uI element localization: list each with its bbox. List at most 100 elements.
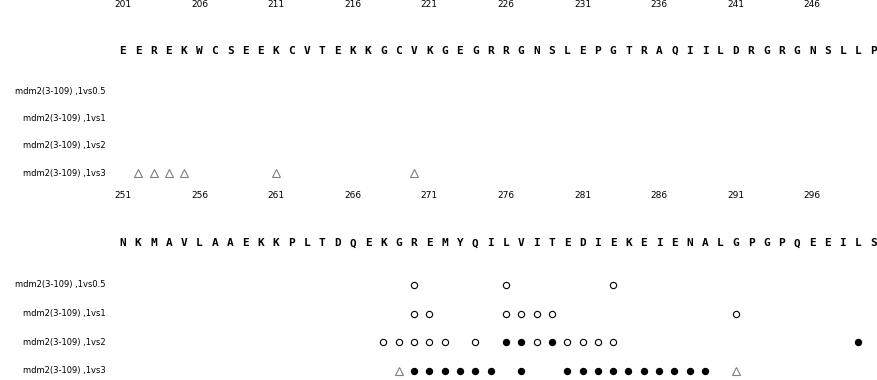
Text: R: R xyxy=(747,46,753,56)
Text: P: P xyxy=(594,46,601,56)
Text: I: I xyxy=(701,46,708,56)
Text: Y: Y xyxy=(456,238,463,248)
Text: mdm2(3-109) ,1vs2: mdm2(3-109) ,1vs2 xyxy=(23,337,105,347)
Text: L: L xyxy=(854,46,860,56)
Text: Q: Q xyxy=(471,238,478,248)
Text: 236: 236 xyxy=(650,0,667,9)
Text: V: V xyxy=(303,46,310,56)
Text: V: V xyxy=(181,238,188,248)
Text: 216: 216 xyxy=(344,0,360,9)
Text: N: N xyxy=(686,238,692,248)
Text: N: N xyxy=(532,46,539,56)
Text: P: P xyxy=(777,238,784,248)
Text: I: I xyxy=(594,238,601,248)
Text: 261: 261 xyxy=(267,190,284,200)
Text: 276: 276 xyxy=(496,190,514,200)
Text: E: E xyxy=(808,238,815,248)
Text: mdm2(3-109) ,1vs0.5: mdm2(3-109) ,1vs0.5 xyxy=(15,280,105,290)
Text: mdm2(3-109) ,1vs0.5: mdm2(3-109) ,1vs0.5 xyxy=(15,87,105,96)
Text: K: K xyxy=(273,46,279,56)
Text: A: A xyxy=(655,46,662,56)
Text: D: D xyxy=(333,238,340,248)
Text: 241: 241 xyxy=(726,0,744,9)
Text: S: S xyxy=(869,238,876,248)
Text: 266: 266 xyxy=(344,190,360,200)
Text: E: E xyxy=(456,46,463,56)
Text: E: E xyxy=(119,46,126,56)
Text: A: A xyxy=(226,238,233,248)
Text: L: L xyxy=(502,238,509,248)
Text: I: I xyxy=(655,238,662,248)
Text: K: K xyxy=(349,46,356,56)
Text: K: K xyxy=(380,238,386,248)
Text: E: E xyxy=(257,46,264,56)
Text: V: V xyxy=(410,46,417,56)
Text: L: L xyxy=(196,238,203,248)
Text: G: G xyxy=(471,46,478,56)
Text: A: A xyxy=(166,238,172,248)
Text: C: C xyxy=(211,46,218,56)
Text: Q: Q xyxy=(670,46,677,56)
Text: 281: 281 xyxy=(574,190,590,200)
Text: R: R xyxy=(150,46,157,56)
Text: 201: 201 xyxy=(114,0,132,9)
Text: E: E xyxy=(563,238,570,248)
Text: mdm2(3-109) ,1vs3: mdm2(3-109) ,1vs3 xyxy=(23,366,105,375)
Text: R: R xyxy=(777,46,784,56)
Text: E: E xyxy=(639,238,646,248)
Text: 256: 256 xyxy=(190,190,208,200)
Text: E: E xyxy=(579,46,585,56)
Text: 296: 296 xyxy=(802,190,820,200)
Text: S: S xyxy=(226,46,233,56)
Text: 226: 226 xyxy=(497,0,514,9)
Text: K: K xyxy=(181,46,188,56)
Text: T: T xyxy=(318,46,325,56)
Text: S: S xyxy=(548,46,554,56)
Text: L: L xyxy=(854,238,860,248)
Text: E: E xyxy=(670,238,677,248)
Text: 291: 291 xyxy=(726,190,744,200)
Text: mdm2(3-109) ,1vs3: mdm2(3-109) ,1vs3 xyxy=(23,169,105,178)
Text: D: D xyxy=(579,238,585,248)
Text: R: R xyxy=(502,46,509,56)
Text: S: S xyxy=(824,46,830,56)
Text: M: M xyxy=(150,238,157,248)
Text: E: E xyxy=(610,238,616,248)
Text: K: K xyxy=(425,46,432,56)
Text: W: W xyxy=(196,46,203,56)
Text: mdm2(3-109) ,1vs1: mdm2(3-109) ,1vs1 xyxy=(23,114,105,123)
Text: E: E xyxy=(166,46,172,56)
Text: K: K xyxy=(257,238,264,248)
Text: E: E xyxy=(824,238,830,248)
Text: 211: 211 xyxy=(267,0,284,9)
Text: L: L xyxy=(563,46,570,56)
Text: G: G xyxy=(517,46,524,56)
Text: mdm2(3-109) ,1vs1: mdm2(3-109) ,1vs1 xyxy=(23,309,105,318)
Text: P: P xyxy=(747,238,753,248)
Text: L: L xyxy=(717,46,723,56)
Text: R: R xyxy=(410,238,417,248)
Text: G: G xyxy=(731,238,738,248)
Text: K: K xyxy=(624,238,631,248)
Text: I: I xyxy=(838,238,845,248)
Text: G: G xyxy=(610,46,616,56)
Text: N: N xyxy=(119,238,126,248)
Text: R: R xyxy=(487,46,494,56)
Text: E: E xyxy=(242,238,248,248)
Text: C: C xyxy=(395,46,402,56)
Text: G: G xyxy=(793,46,800,56)
Text: Q: Q xyxy=(793,238,800,248)
Text: K: K xyxy=(364,46,371,56)
Text: T: T xyxy=(548,238,554,248)
Text: L: L xyxy=(717,238,723,248)
Text: T: T xyxy=(624,46,631,56)
Text: I: I xyxy=(487,238,494,248)
Text: P: P xyxy=(869,46,876,56)
Text: V: V xyxy=(517,238,524,248)
Text: G: G xyxy=(380,46,386,56)
Text: 221: 221 xyxy=(420,0,438,9)
Text: E: E xyxy=(242,46,248,56)
Text: 271: 271 xyxy=(420,190,438,200)
Text: E: E xyxy=(333,46,340,56)
Text: 246: 246 xyxy=(803,0,820,9)
